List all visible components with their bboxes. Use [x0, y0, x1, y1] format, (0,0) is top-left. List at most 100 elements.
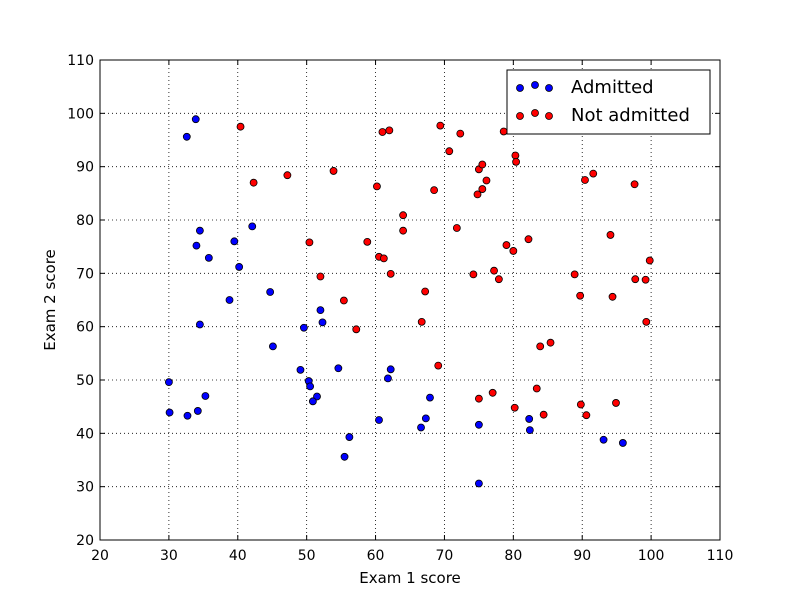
- legend-label-admitted: Admitted: [571, 77, 654, 98]
- not-admitted-point: [524, 235, 533, 244]
- legend-marker-dot: [545, 112, 553, 120]
- not-admitted-point: [399, 226, 408, 235]
- y-tick-label: 90: [76, 160, 94, 176]
- admitted-point: [474, 420, 483, 429]
- not-admitted-point: [469, 270, 478, 279]
- x-tick-label: 40: [229, 548, 247, 564]
- tick-labels: 20 30 40 50 60 70 80 90 100 110 20 30 40 50 60 70 80 90 10…: [67, 53, 733, 564]
- not-admitted-point: [339, 296, 348, 305]
- not-admitted-point: [645, 256, 654, 265]
- admitted-point: [426, 393, 434, 402]
- not-admitted-point: [352, 325, 361, 334]
- not-admitted-point: [606, 231, 615, 239]
- admitted-point: [318, 318, 327, 327]
- not-admitted-point: [385, 126, 394, 135]
- admitted-point: [525, 415, 534, 423]
- plot-frame: [99, 59, 721, 541]
- not-admitted-point: [478, 160, 487, 169]
- admitted-point: [384, 374, 392, 383]
- admitted-point: [525, 426, 534, 435]
- not-admitted-point: [236, 122, 245, 131]
- admitted-point: [248, 222, 257, 231]
- admitted-point: [296, 365, 305, 374]
- y-tick-label: 40: [76, 426, 94, 442]
- admitted-point: [421, 414, 430, 423]
- data-points: [164, 115, 654, 488]
- admitted-point: [193, 407, 202, 415]
- not-admitted-point: [582, 411, 591, 420]
- not-admitted-point: [482, 176, 491, 185]
- admitted-point: [192, 241, 201, 250]
- not-admitted-point: [474, 394, 483, 403]
- x-tick-label: 100: [638, 548, 665, 564]
- not-admitted-point: [434, 361, 443, 370]
- legend-marker-dot: [531, 109, 539, 117]
- admitted-point: [316, 306, 325, 315]
- not-admitted-point: [379, 254, 388, 263]
- admitted-point: [191, 115, 200, 124]
- legend-marker-dot: [545, 84, 553, 92]
- y-tick-label: 80: [76, 213, 94, 229]
- not-admitted-point: [421, 287, 430, 296]
- admitted-point: [375, 416, 383, 424]
- not-admitted-point: [532, 384, 541, 393]
- legend-marker-dot: [531, 81, 539, 89]
- not-admitted-point: [399, 211, 408, 220]
- y-tick-label: 60: [76, 320, 94, 336]
- not-admitted-point: [488, 388, 497, 397]
- not-admitted-point: [536, 342, 545, 351]
- admitted-point: [599, 435, 608, 444]
- not-admitted-point: [445, 147, 454, 156]
- not-admitted-point: [452, 224, 461, 232]
- y-tick-label: 70: [76, 266, 94, 282]
- not-admitted-point: [502, 241, 511, 249]
- not-admitted-point: [539, 410, 548, 419]
- legend-marker-dot: [516, 112, 524, 120]
- admitted-point: [201, 392, 210, 400]
- legend: Admitted Not admitted: [506, 69, 711, 135]
- y-tick-label: 100: [67, 106, 94, 122]
- x-tick-label: 90: [573, 548, 591, 564]
- x-tick-label: 110: [707, 548, 734, 564]
- legend-marker-dot: [516, 84, 524, 92]
- legend-marker-admitted: [516, 81, 553, 92]
- admitted-point: [235, 263, 244, 271]
- admitted-point: [164, 378, 173, 387]
- not-admitted-point: [316, 272, 325, 281]
- not-admitted-point: [490, 266, 498, 275]
- admitted-point: [225, 296, 234, 304]
- not-admitted-point: [478, 185, 487, 193]
- admitted-point: [417, 423, 425, 432]
- admitted-point: [300, 323, 308, 332]
- admitted-point: [182, 132, 191, 141]
- admitted-point: [618, 439, 627, 447]
- not-admitted-point: [456, 129, 465, 138]
- not-admitted-point: [576, 400, 585, 409]
- not-admitted-point: [512, 157, 520, 166]
- y-tick-label: 110: [67, 53, 94, 69]
- not-admitted-point: [641, 275, 650, 284]
- not-admitted-point: [576, 291, 585, 300]
- y-tick-label: 50: [76, 373, 94, 389]
- admitted-point: [230, 237, 239, 246]
- not-admitted-point: [510, 403, 519, 412]
- y-axis-label: Exam 2 score: [41, 249, 59, 351]
- admitted-point: [204, 253, 213, 262]
- admitted-point: [308, 397, 317, 406]
- x-tick-label: 50: [298, 548, 316, 564]
- y-tick-label: 30: [76, 480, 94, 496]
- x-tick-label: 60: [367, 548, 385, 564]
- not-admitted-point: [430, 186, 439, 195]
- not-admitted-point: [608, 292, 617, 301]
- not-admitted-point: [305, 238, 314, 247]
- not-admitted-point: [612, 399, 620, 407]
- admitted-point: [345, 433, 354, 441]
- not-admitted-point: [363, 237, 372, 246]
- not-admitted-point: [589, 169, 598, 178]
- not-admitted-point: [642, 317, 651, 326]
- not-admitted-point: [249, 178, 258, 187]
- admitted-point: [195, 226, 204, 235]
- admitted-point: [266, 288, 275, 296]
- x-axis-label: Exam 1 score: [359, 569, 461, 587]
